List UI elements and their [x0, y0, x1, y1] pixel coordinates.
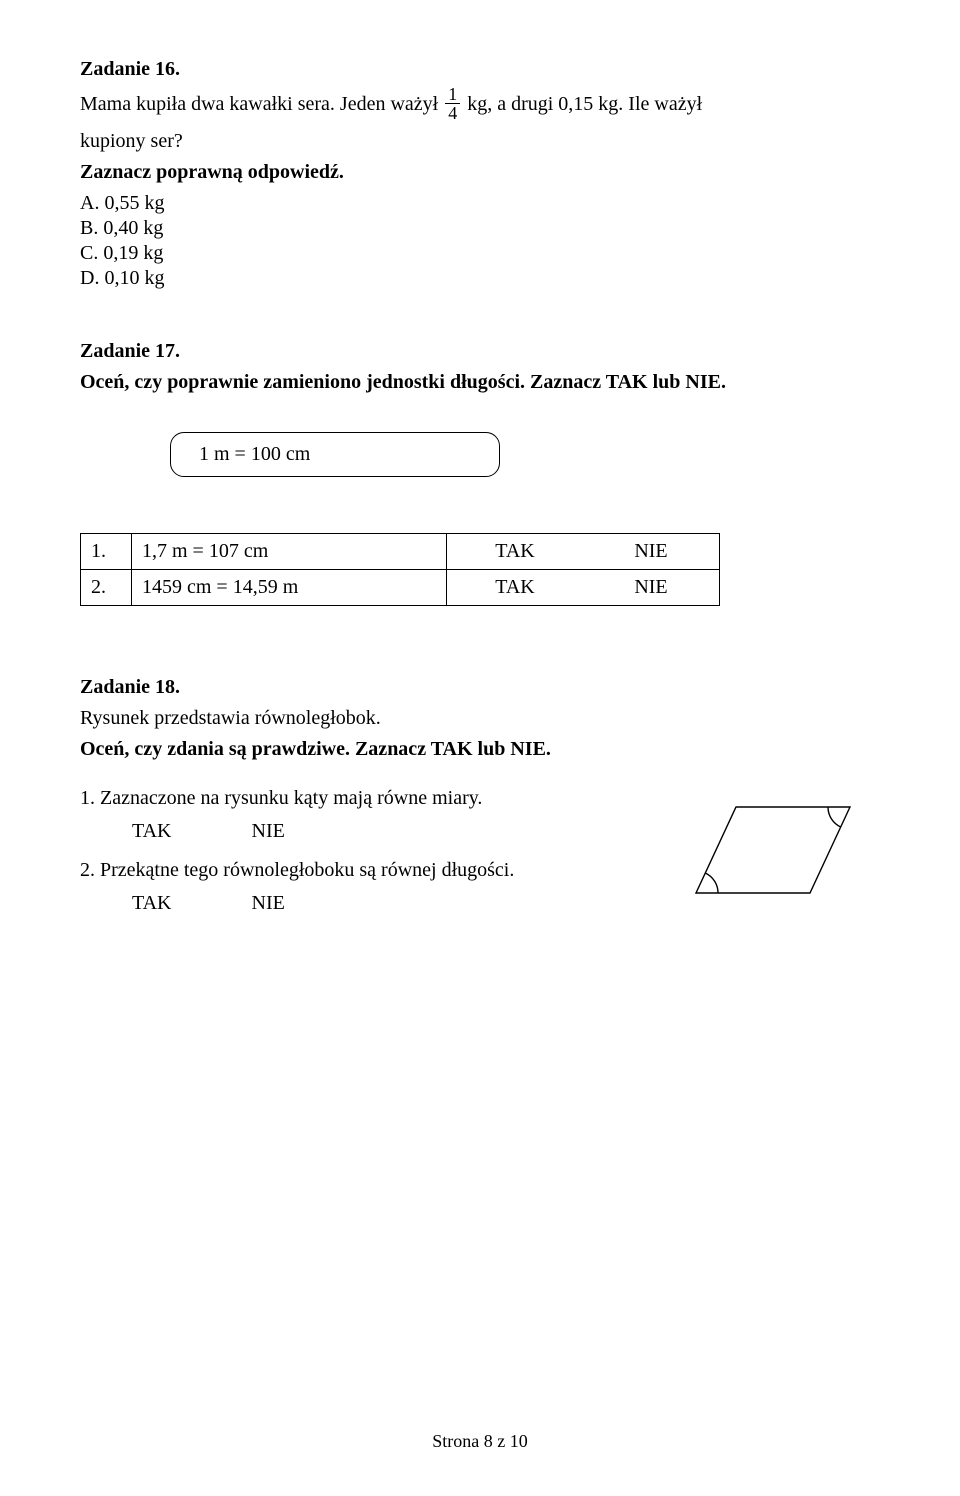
task16-answers: A. 0,55 kg B. 0,40 kg C. 0,19 kg D. 0,10… — [80, 192, 880, 290]
task17-title: Zadanie 17. — [80, 338, 880, 365]
rule-box: 1 m = 100 cm — [170, 432, 500, 477]
opt-nie[interactable]: NIE — [583, 570, 720, 606]
task16-title: Zadanie 16. — [80, 56, 880, 83]
answer-a[interactable]: A. 0,55 kg — [80, 192, 880, 215]
task-18: Zadanie 18. Rysunek przedstawia równoleg… — [80, 674, 880, 929]
row-stmt: 1,7 m = 107 cm — [132, 534, 447, 570]
task18-instr: Oceń, czy zdania są prawdziwe. Zaznacz T… — [80, 736, 880, 763]
task16-line1b: kg, a drugi 0,15 kg. Ile ważył — [467, 93, 702, 115]
opt-tak[interactable]: TAK — [447, 570, 584, 606]
answer-c[interactable]: C. 0,19 kg — [80, 242, 880, 265]
task18-q1: 1. Zaznaczone na rysunku kąty mają równe… — [80, 785, 660, 812]
answer-d[interactable]: D. 0,10 kg — [80, 267, 880, 290]
frac-den: 4 — [445, 103, 460, 122]
opt-tak[interactable]: TAK — [132, 820, 172, 842]
opt-nie[interactable]: NIE — [583, 534, 720, 570]
task18-title: Zadanie 18. — [80, 674, 880, 701]
angle-arc-bottom-left — [705, 873, 718, 893]
task-17: Zadanie 17. Oceń, czy poprawnie zamienio… — [80, 338, 880, 606]
task-16: Zadanie 16. Mama kupiła dwa kawałki sera… — [80, 56, 880, 290]
task16-line2: kupiony ser? — [80, 128, 880, 155]
task16-body: Mama kupiła dwa kawałki sera. Jeden waży… — [80, 87, 880, 124]
frac-num: 1 — [445, 85, 460, 103]
angle-arc-top-right — [828, 807, 841, 827]
row-num: 1. — [81, 534, 132, 570]
table-row: 1. 1,7 m = 107 cm TAK NIE — [81, 534, 720, 570]
answer-b[interactable]: B. 0,40 kg — [80, 217, 880, 240]
parallelogram-diagram — [660, 785, 880, 916]
task16-line1a: Mama kupiła dwa kawałki sera. Jeden waży… — [80, 93, 438, 115]
task16-instr: Zaznacz poprawną odpowiedź. — [80, 159, 880, 186]
task18-q2: 2. Przekątne tego równoległoboku są równ… — [80, 857, 660, 884]
table-row: 2. 1459 cm = 14,59 m TAK NIE — [81, 570, 720, 606]
opt-nie[interactable]: NIE — [252, 892, 285, 914]
task17-instr: Oceń, czy poprawnie zamieniono jednostki… — [80, 369, 880, 396]
row-stmt: 1459 cm = 14,59 m — [132, 570, 447, 606]
task17-table: 1. 1,7 m = 107 cm TAK NIE 2. 1459 cm = 1… — [80, 533, 720, 606]
page-footer: Strona 8 z 10 — [0, 1431, 960, 1452]
task18-q2-opts: TAK NIE — [132, 892, 660, 915]
row-num: 2. — [81, 570, 132, 606]
task18-desc: Rysunek przedstawia równoległobok. — [80, 705, 880, 732]
task18-q1-opts: TAK NIE — [132, 820, 660, 843]
fraction: 1 4 — [445, 85, 460, 122]
opt-tak[interactable]: TAK — [447, 534, 584, 570]
opt-nie[interactable]: NIE — [252, 820, 285, 842]
opt-tak[interactable]: TAK — [132, 892, 172, 914]
parallelogram-shape — [696, 807, 850, 893]
